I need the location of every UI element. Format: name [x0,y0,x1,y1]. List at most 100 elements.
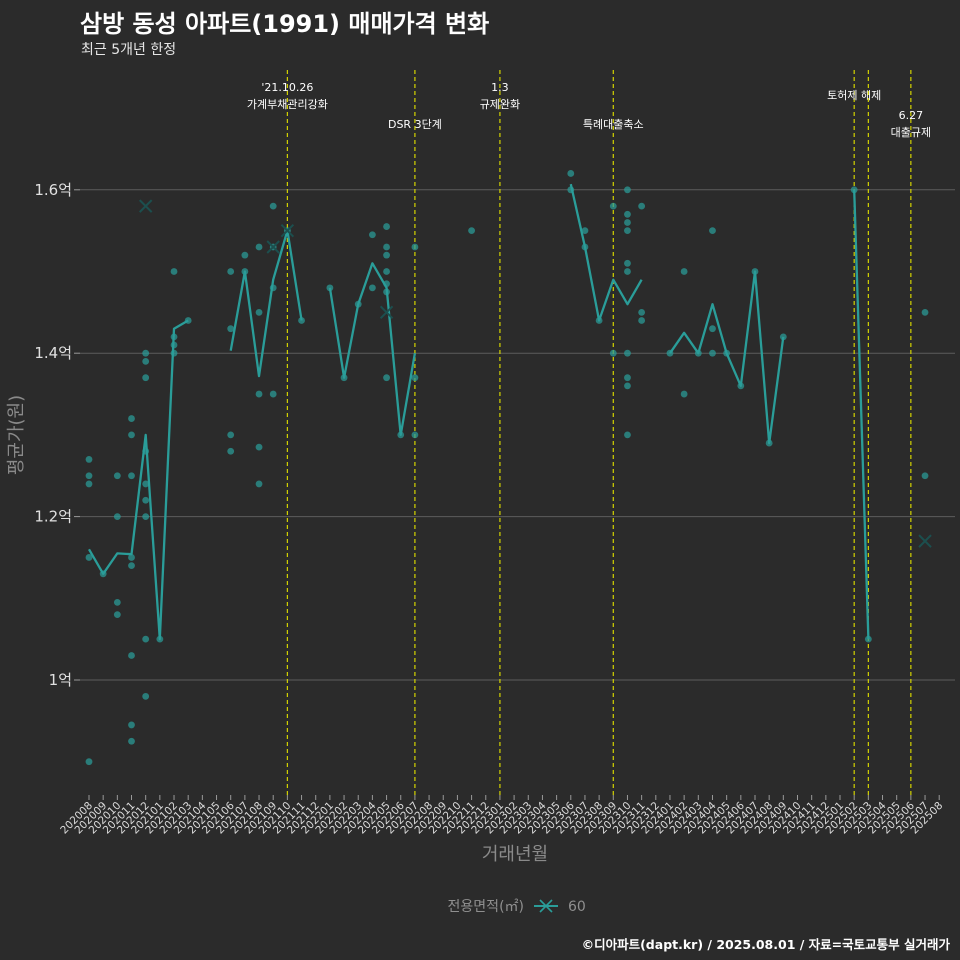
data-point [624,186,631,194]
data-point [709,325,716,333]
data-point [921,308,929,316]
data-point [142,480,150,488]
data-point [128,562,135,570]
data-point [255,443,263,451]
y-tick-label: 1억 [49,671,72,689]
data-point [624,374,631,382]
data-point [142,357,150,365]
data-point [638,308,646,316]
data-point [128,554,135,561]
data-point [609,349,617,357]
data-point [227,268,235,275]
data-point [113,513,121,520]
event-label: 대출규제 [891,126,931,139]
data-point [255,243,263,251]
data-point [113,598,121,606]
legend: 전용면적(㎡) 60 [448,899,586,915]
data-point [411,431,419,439]
event-label: 규제완화 [480,98,520,111]
x-marker [266,240,280,254]
x-marker [280,223,295,238]
data-point [85,480,93,488]
data-point [85,758,93,766]
data-point [170,268,178,275]
series-line [669,270,785,445]
event-label: 가계부채관리강화 [247,98,328,111]
data-point [921,472,929,480]
data-point [638,317,646,324]
data-point [142,513,150,520]
data-point [383,374,390,382]
data-point [142,635,150,643]
data-point [624,210,631,218]
data-point [624,219,631,226]
data-point [680,268,688,275]
data-point [383,223,390,230]
series-line [853,189,870,640]
data-point [269,202,277,210]
data-point [142,496,150,504]
data-point [624,349,631,357]
data-point [227,447,235,455]
data-point [638,202,646,210]
data-point [142,349,150,357]
data-point [624,268,631,275]
y-tick-layer: 1억 1.2억 1.4억 1.6억 [34,181,80,689]
chart-title: 삼방 동성 아파트(1991) 매매가격 변화 [80,10,490,38]
event-label: 특례대출축소 [583,118,644,131]
event-label: DSR 3단계 [388,118,442,131]
series-line [569,183,643,322]
data-point [128,737,135,745]
x-marker [138,199,153,213]
data-point [383,268,390,275]
data-point [369,284,376,292]
data-point [142,692,150,700]
data-point [567,170,575,177]
data-point [128,472,135,480]
data-point [128,415,135,422]
legend-x-marker [539,899,553,913]
data-point [624,431,631,439]
x-marker [379,305,394,320]
data-point [298,317,305,324]
event-label: 토허제 해제 [827,88,881,102]
data-point [411,243,419,251]
data-point [85,554,93,561]
data-point [255,480,263,488]
event-label: '21.10.26 [261,81,313,94]
data-point [709,227,716,235]
data-point [383,243,390,251]
data-point [255,390,263,398]
legend-entry-60: 60 [568,899,586,915]
data-point [624,382,631,390]
y-axis-title: 평균가(원) [6,395,27,475]
data-point [142,374,150,382]
x-tick-layer: 2020082020092020102020112020122021012021… [58,795,945,836]
event-label: 1.3 [491,81,509,94]
data-point [411,374,419,382]
data-point [680,390,688,398]
data-point [85,472,93,480]
data-point [128,431,135,439]
data-point [864,635,872,643]
data-point [609,202,617,210]
data-point [128,721,135,729]
data-point [581,227,589,235]
data-point [227,431,235,439]
data-point [241,251,249,259]
data-point [383,251,390,259]
data-point [128,652,135,659]
data-point [779,333,787,341]
data-point [369,231,376,239]
data-point [269,390,277,398]
data-point [624,227,631,235]
y-tick-label: 1.2억 [34,508,72,526]
data-point [850,186,858,194]
chart-subtitle: 최근 5개년 한정 [81,42,177,58]
series-line [328,262,417,437]
y-tick-label: 1.4억 [34,344,72,362]
x-marker [918,534,932,548]
data-point [85,456,93,463]
series-layer [85,170,932,766]
